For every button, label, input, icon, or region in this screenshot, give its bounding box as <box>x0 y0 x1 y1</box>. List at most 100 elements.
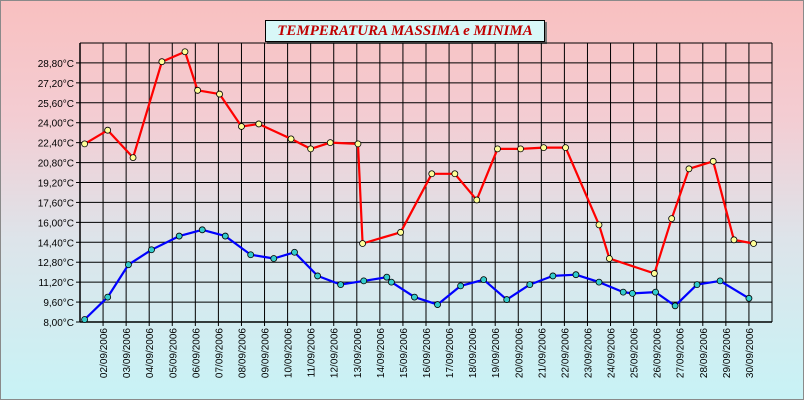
y-tick-label: 22,40°C <box>38 139 74 150</box>
min-point <box>526 281 534 289</box>
y-tick-label: 17,60°C <box>38 198 74 209</box>
y-tick-label: 19,20°C <box>38 179 74 190</box>
min-point <box>337 281 345 289</box>
max-point <box>216 90 223 98</box>
max-point <box>326 139 334 147</box>
min-point <box>457 282 465 290</box>
y-tick-label: 9,60°C <box>43 298 74 309</box>
min-point <box>411 293 418 301</box>
x-tick-label: 05/09/2006 <box>168 328 179 378</box>
y-tick-label: 14,40°C <box>38 238 74 249</box>
min-point <box>745 294 753 302</box>
min-point <box>572 271 580 279</box>
x-tick-label: 18/09/2006 <box>468 328 479 378</box>
min-point <box>716 277 724 285</box>
max-point <box>181 48 189 56</box>
x-tick-label: 29/09/2006 <box>722 328 733 378</box>
min-point <box>104 293 112 301</box>
max-point <box>750 240 757 247</box>
min-point <box>671 302 679 310</box>
y-tick-label: 25,60°C <box>38 99 74 110</box>
y-tick-label: 28,80°C <box>38 59 74 70</box>
x-tick-label: 21/09/2006 <box>537 328 548 378</box>
y-tick-label: 12,80°C <box>38 258 74 269</box>
max-point <box>668 215 676 223</box>
y-tick-label: 8,00°C <box>43 318 74 329</box>
max-point <box>517 145 524 153</box>
x-tick-label: 15/09/2006 <box>399 328 410 378</box>
max-point <box>451 170 459 178</box>
min-point <box>175 232 183 240</box>
max-point <box>104 126 112 134</box>
max-point <box>595 221 603 229</box>
min-point <box>652 288 659 296</box>
min-point <box>314 272 321 280</box>
min-point <box>125 261 132 269</box>
chart-title-box: TEMPERATURA MASSIMA e MINIMA <box>265 20 545 42</box>
max-point <box>81 140 89 148</box>
x-tick-label: 06/09/2006 <box>191 328 202 378</box>
min-point <box>360 277 368 285</box>
x-tick-label: 03/09/2006 <box>122 328 133 378</box>
x-tick-label: 17/09/2006 <box>445 328 456 378</box>
max-point <box>685 165 693 173</box>
min-point <box>549 272 557 280</box>
max-point <box>494 145 501 153</box>
max-point <box>650 270 658 277</box>
x-tick-label: 10/09/2006 <box>284 328 295 378</box>
max-point <box>397 228 405 236</box>
x-tick-label: 14/09/2006 <box>376 328 387 378</box>
x-tick-label: 30/09/2006 <box>745 328 756 378</box>
min-point <box>434 301 441 308</box>
chart-title: TEMPERATURA MASSIMA e MINIMA <box>277 22 533 39</box>
x-tick-label: 20/09/2006 <box>514 328 525 378</box>
min-point <box>198 226 206 234</box>
max-point <box>129 154 137 161</box>
max-point <box>307 145 315 153</box>
y-tick-label: 20,80°C <box>38 159 74 170</box>
x-tick-label: 13/09/2006 <box>353 328 364 378</box>
max-point <box>473 196 481 204</box>
max-point <box>359 240 366 247</box>
min-point <box>629 289 636 297</box>
max-point <box>540 144 548 152</box>
max-point <box>287 135 295 143</box>
max-point <box>562 144 569 152</box>
min-point <box>595 278 603 286</box>
x-tick-label: 08/09/2006 <box>237 328 248 378</box>
min-point <box>81 316 89 323</box>
y-tick-label: 11,20°C <box>38 278 74 289</box>
min-point <box>247 251 255 259</box>
min-point <box>619 288 627 296</box>
x-tick-label: 27/09/2006 <box>676 328 687 378</box>
y-tick-label: 16,00°C <box>38 218 74 229</box>
x-tick-label: 09/09/2006 <box>261 328 272 378</box>
max-point <box>428 170 436 178</box>
x-tick-label: 23/09/2006 <box>583 328 594 378</box>
x-tick-label: 26/09/2006 <box>653 328 664 378</box>
min-point <box>270 255 278 262</box>
y-tick-label: 27,20°C <box>38 79 74 90</box>
x-tick-label: 28/09/2006 <box>699 328 710 378</box>
min-point <box>503 296 511 303</box>
max-point <box>255 120 263 128</box>
x-tick-label: 12/09/2006 <box>330 328 341 378</box>
max-point <box>194 86 202 94</box>
x-tick-label: 02/09/2006 <box>99 328 110 378</box>
x-tick-label: 22/09/2006 <box>560 328 571 378</box>
series-min-line <box>83 228 750 321</box>
max-point <box>158 58 166 66</box>
x-tick-label: 04/09/2006 <box>145 328 156 378</box>
x-axis: 02/09/2006 03/09/2006 04/09/2006 05/09/2006… <box>99 322 756 378</box>
max-point <box>709 157 717 165</box>
min-point <box>291 248 298 256</box>
x-tick-label: 07/09/2006 <box>214 328 225 378</box>
y-tick-label: 24,00°C <box>38 119 74 130</box>
max-point <box>605 255 613 262</box>
x-tick-label: 16/09/2006 <box>422 328 433 378</box>
y-axis: 8,00°C 9,60°C 11,20°C 12,80°C 14,40°C 16,00°C… <box>38 59 80 329</box>
max-point <box>238 123 245 130</box>
min-point <box>148 246 155 254</box>
